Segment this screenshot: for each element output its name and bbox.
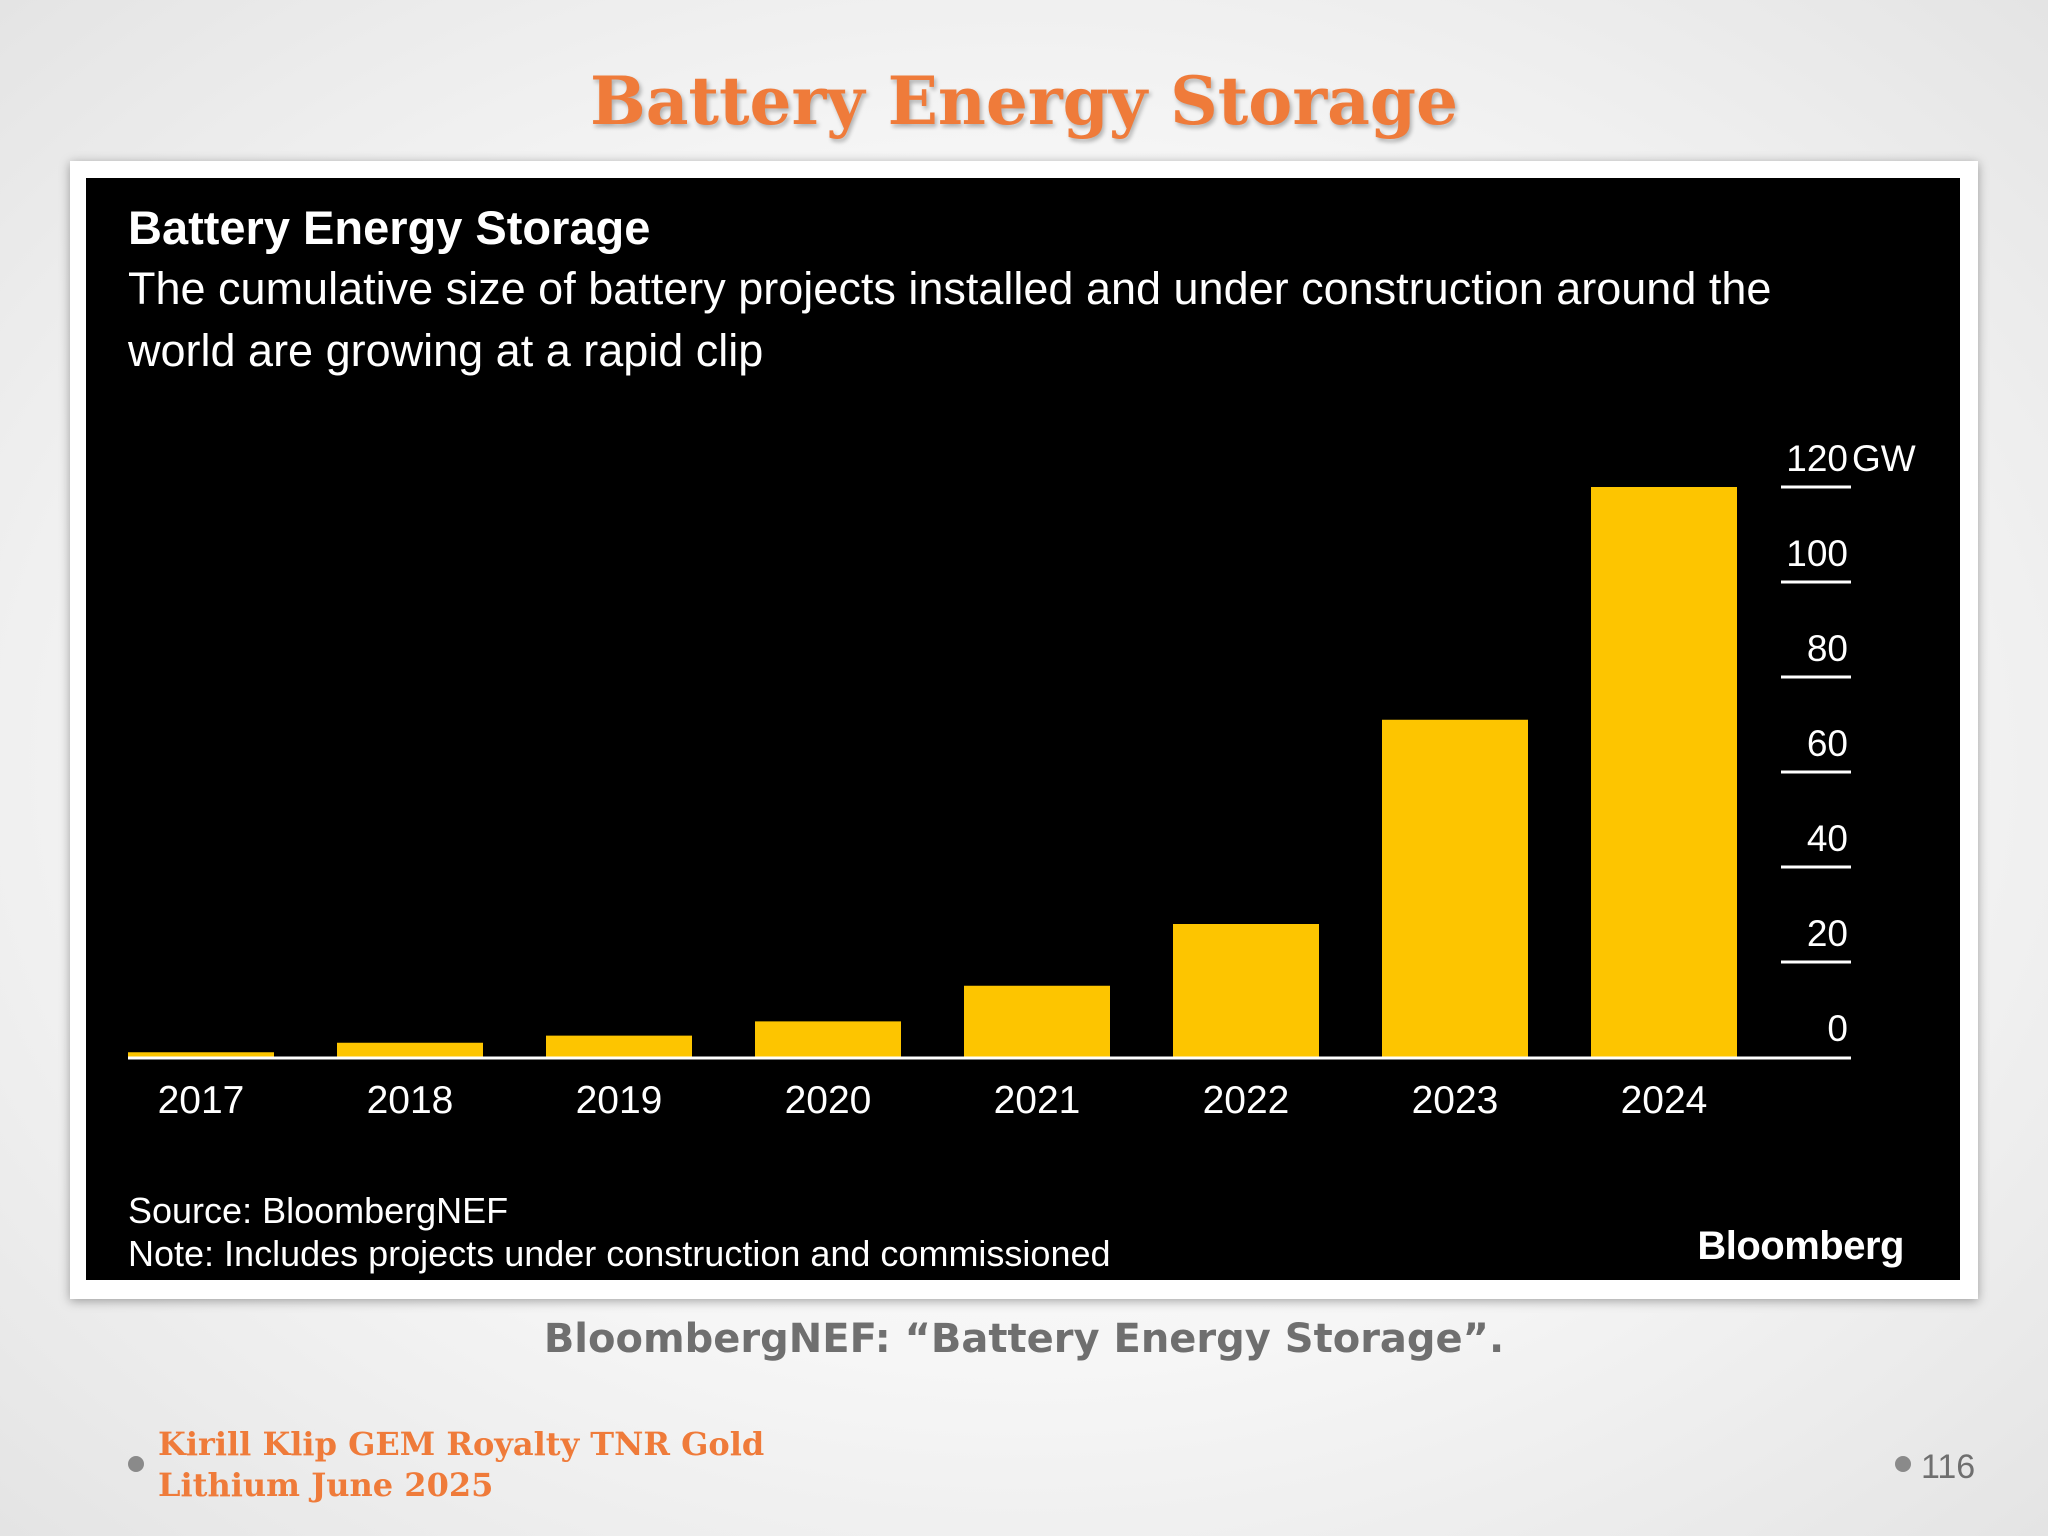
slide-title: Battery Energy Storage bbox=[590, 62, 1458, 140]
chart-title: Battery Energy Storage bbox=[128, 201, 651, 254]
chart-note: Note: Includes projects under constructi… bbox=[128, 1233, 1111, 1274]
bar-chart-plot: 2017 2018 2019 2020 2021 2022 2023 2024 0 20 40 60 8… bbox=[128, 438, 1916, 1122]
chart-frame: Battery Energy Storage The cumulative si… bbox=[70, 161, 1978, 1299]
y-tick-label-60: 60 bbox=[1807, 723, 1848, 764]
bar-2023 bbox=[1382, 719, 1528, 1057]
bar-2019 bbox=[546, 1035, 692, 1057]
page-bullet-icon bbox=[1895, 1456, 1911, 1472]
x-tick-label-2024: 2024 bbox=[1621, 1079, 1708, 1122]
footer-author: Kirill Klip GEM Royalty TNR Gold Lithium… bbox=[158, 1424, 858, 1506]
bar-2022 bbox=[1173, 924, 1319, 1057]
footer-bullet-icon bbox=[128, 1456, 144, 1472]
bar-2020 bbox=[755, 1021, 901, 1057]
y-tick-label-20: 20 bbox=[1807, 913, 1848, 954]
page-number: 116 bbox=[1921, 1448, 1976, 1486]
x-tick-label-2023: 2023 bbox=[1412, 1079, 1499, 1122]
chart-source: Source: BloombergNEF bbox=[128, 1190, 509, 1231]
bar-2021 bbox=[964, 985, 1110, 1057]
bar-2017 bbox=[128, 1052, 274, 1057]
footer-line-1: Kirill Klip GEM Royalty TNR Gold bbox=[158, 1425, 765, 1463]
y-axis-unit-label: GW bbox=[1852, 438, 1916, 479]
x-tick-label-2018: 2018 bbox=[367, 1079, 454, 1122]
x-tick-label-2017: 2017 bbox=[158, 1079, 245, 1122]
bar-2018 bbox=[337, 1042, 483, 1057]
bar-2024 bbox=[1591, 487, 1737, 1057]
footer-line-2: Lithium June 2025 bbox=[158, 1466, 494, 1504]
y-tick-label-40: 40 bbox=[1807, 818, 1848, 859]
y-tick-label-100: 100 bbox=[1786, 533, 1848, 574]
chart-panel: Battery Energy Storage The cumulative si… bbox=[86, 178, 1960, 1280]
y-tick-label-0: 0 bbox=[1827, 1008, 1848, 1049]
source-caption: BloombergNEF: “Battery Energy Storage”. bbox=[543, 1316, 1505, 1362]
bloomberg-logo: Bloomberg bbox=[1697, 1224, 1904, 1268]
y-tick-label-120: 120 bbox=[1786, 438, 1848, 479]
chart-subtitle: The cumulative size of battery projects … bbox=[128, 263, 1772, 376]
x-tick-label-2021: 2021 bbox=[994, 1079, 1081, 1122]
x-tick-label-2022: 2022 bbox=[1203, 1079, 1290, 1122]
y-tick-label-80: 80 bbox=[1807, 628, 1848, 669]
x-tick-label-2019: 2019 bbox=[576, 1079, 663, 1122]
x-tick-label-2020: 2020 bbox=[785, 1079, 872, 1122]
